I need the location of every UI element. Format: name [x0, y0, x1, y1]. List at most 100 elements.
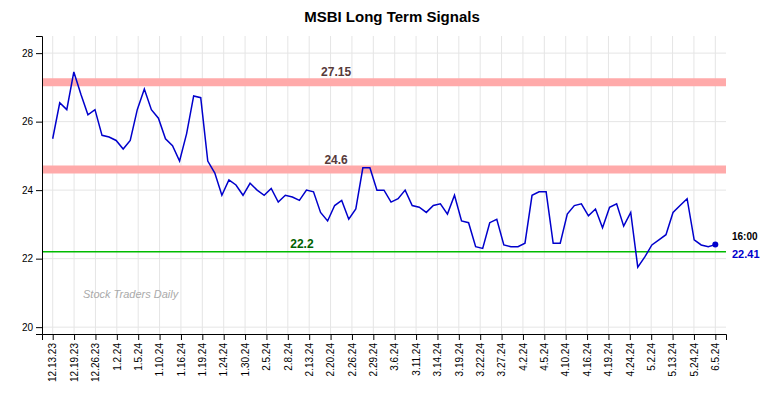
- x-tick: 3.22.24: [475, 334, 486, 376]
- x-tick: 3.6.24: [389, 334, 400, 371]
- x-tick-label: 5.24.24: [689, 343, 700, 377]
- y-tick-label: 20: [22, 322, 34, 333]
- x-tick-label: 2.5.24: [261, 343, 272, 371]
- y-tick: 22: [22, 253, 42, 264]
- y-tick-mark: [36, 190, 42, 191]
- x-tick-mark: [502, 334, 503, 340]
- x-tick-mark: [373, 334, 374, 340]
- x-tick-label: 4.5.24: [539, 343, 550, 371]
- x-tick-mark: [53, 334, 54, 340]
- x-tick-mark: [608, 334, 609, 340]
- x-tick-mark: [566, 334, 567, 340]
- x-tick-label: 4.2.24: [518, 343, 529, 371]
- x-tick-label: 5.2.24: [646, 343, 657, 371]
- x-tick-label: 1.16.24: [176, 343, 187, 377]
- y-axis: 20 22 24 26 28: [22, 37, 43, 335]
- x-tick: 12.19.23: [69, 334, 80, 382]
- x-tick-label: 2.20.24: [325, 343, 336, 377]
- x-tick-label: 1.10.24: [154, 343, 165, 377]
- x-tick-label: 5.13.24: [667, 343, 678, 377]
- y-tick: 20: [22, 322, 42, 333]
- x-tick-label: 3.14.24: [432, 343, 443, 377]
- signal-label: 27.15: [321, 65, 351, 79]
- signal-line: [42, 251, 726, 253]
- x-tick: 1.2.24: [112, 334, 123, 371]
- x-tick-mark: [587, 334, 588, 340]
- x-tick: 2.29.24: [368, 334, 379, 376]
- x-tick: 6.5.24: [710, 334, 721, 371]
- x-tick: 4.24.24: [625, 334, 636, 376]
- x-tick-mark: [523, 334, 524, 340]
- last-price: 22.41: [732, 248, 760, 260]
- x-tick-mark: [651, 334, 652, 340]
- last-point: [712, 242, 718, 248]
- x-tick-mark: [138, 334, 139, 340]
- x-tick-mark: [309, 334, 310, 340]
- plot: [42, 72, 726, 267]
- x-tick: 3.11.24: [411, 334, 422, 376]
- x-tick-mark: [117, 334, 118, 340]
- title: MSBI Long Term Signals: [304, 8, 480, 25]
- x-tick: 3.27.24: [496, 334, 507, 376]
- x-tick: 1.5.24: [133, 334, 144, 371]
- y-tick: 24: [22, 185, 42, 196]
- x-tick-mark: [694, 334, 695, 340]
- x-tick-label: 12.26.23: [90, 343, 101, 382]
- x-tick-mark: [331, 334, 332, 340]
- x-axis-line: [43, 335, 727, 341]
- x-tick-mark: [266, 334, 267, 340]
- x-tick: 4.16.24: [582, 334, 593, 376]
- x-tick-mark: [630, 334, 631, 340]
- y-axis-line: [36, 37, 43, 335]
- grid: [42, 36, 726, 334]
- x-axis: 12.13.2312.19.2312.26.231.2.241.5.241.10…: [43, 334, 727, 382]
- x-tick-mark: [181, 334, 182, 340]
- x-tick: 5.24.24: [689, 334, 700, 376]
- x-tick-mark: [160, 334, 161, 340]
- x-tick: 12.26.23: [90, 334, 101, 382]
- x-tick-mark: [544, 334, 545, 340]
- x-tick-mark: [673, 334, 674, 340]
- x-tick-mark: [245, 334, 246, 340]
- x-tick-label: 1.19.24: [197, 343, 208, 377]
- y-tick-mark: [36, 122, 42, 123]
- x-tick-mark: [352, 334, 353, 340]
- x-tick-label: 4.10.24: [560, 343, 571, 377]
- y-tick: 28: [22, 48, 42, 59]
- grid-line-y: [42, 53, 726, 54]
- x-tick-mark: [459, 334, 460, 340]
- signal-line: [42, 166, 726, 174]
- x-tick-label: 2.8.24: [283, 343, 294, 371]
- x-tick-label: 2.13.24: [304, 343, 315, 377]
- x-tick-label: 2.29.24: [368, 343, 379, 377]
- signal-line: [42, 78, 726, 86]
- x-tick-label: 4.24.24: [625, 343, 636, 377]
- x-tick-mark: [95, 334, 96, 340]
- y-tick-mark: [36, 53, 42, 54]
- x-tick: 5.2.24: [646, 334, 657, 371]
- y-tick-label: 28: [22, 48, 34, 59]
- x-tick: 1.16.24: [176, 334, 187, 376]
- x-tick: 1.30.24: [240, 334, 251, 376]
- x-tick-mark: [715, 334, 716, 340]
- y-tick-label: 22: [22, 253, 34, 264]
- x-tick: 2.8.24: [283, 334, 294, 371]
- y-tick: 26: [22, 116, 42, 127]
- grid-line-y: [42, 327, 726, 328]
- x-tick-label: 3.19.24: [454, 343, 465, 377]
- x-tick: 4.5.24: [539, 334, 550, 371]
- x-tick-label: 4.19.24: [603, 343, 614, 377]
- x-tick: 3.14.24: [432, 334, 443, 376]
- x-tick: 1.10.24: [154, 334, 165, 376]
- signal-label: 24.6: [324, 153, 348, 167]
- x-tick: 2.26.24: [347, 334, 358, 376]
- x-tick-mark: [224, 334, 225, 340]
- x-tick-mark: [202, 334, 203, 340]
- x-tick-label: 1.5.24: [133, 343, 144, 371]
- x-tick-mark: [74, 334, 75, 340]
- x-tick-label: 1.2.24: [112, 343, 123, 371]
- x-tick: 3.19.24: [454, 334, 465, 376]
- x-tick: 5.13.24: [667, 334, 678, 376]
- grid-line-y: [42, 258, 726, 259]
- x-tick: 4.2.24: [518, 334, 529, 371]
